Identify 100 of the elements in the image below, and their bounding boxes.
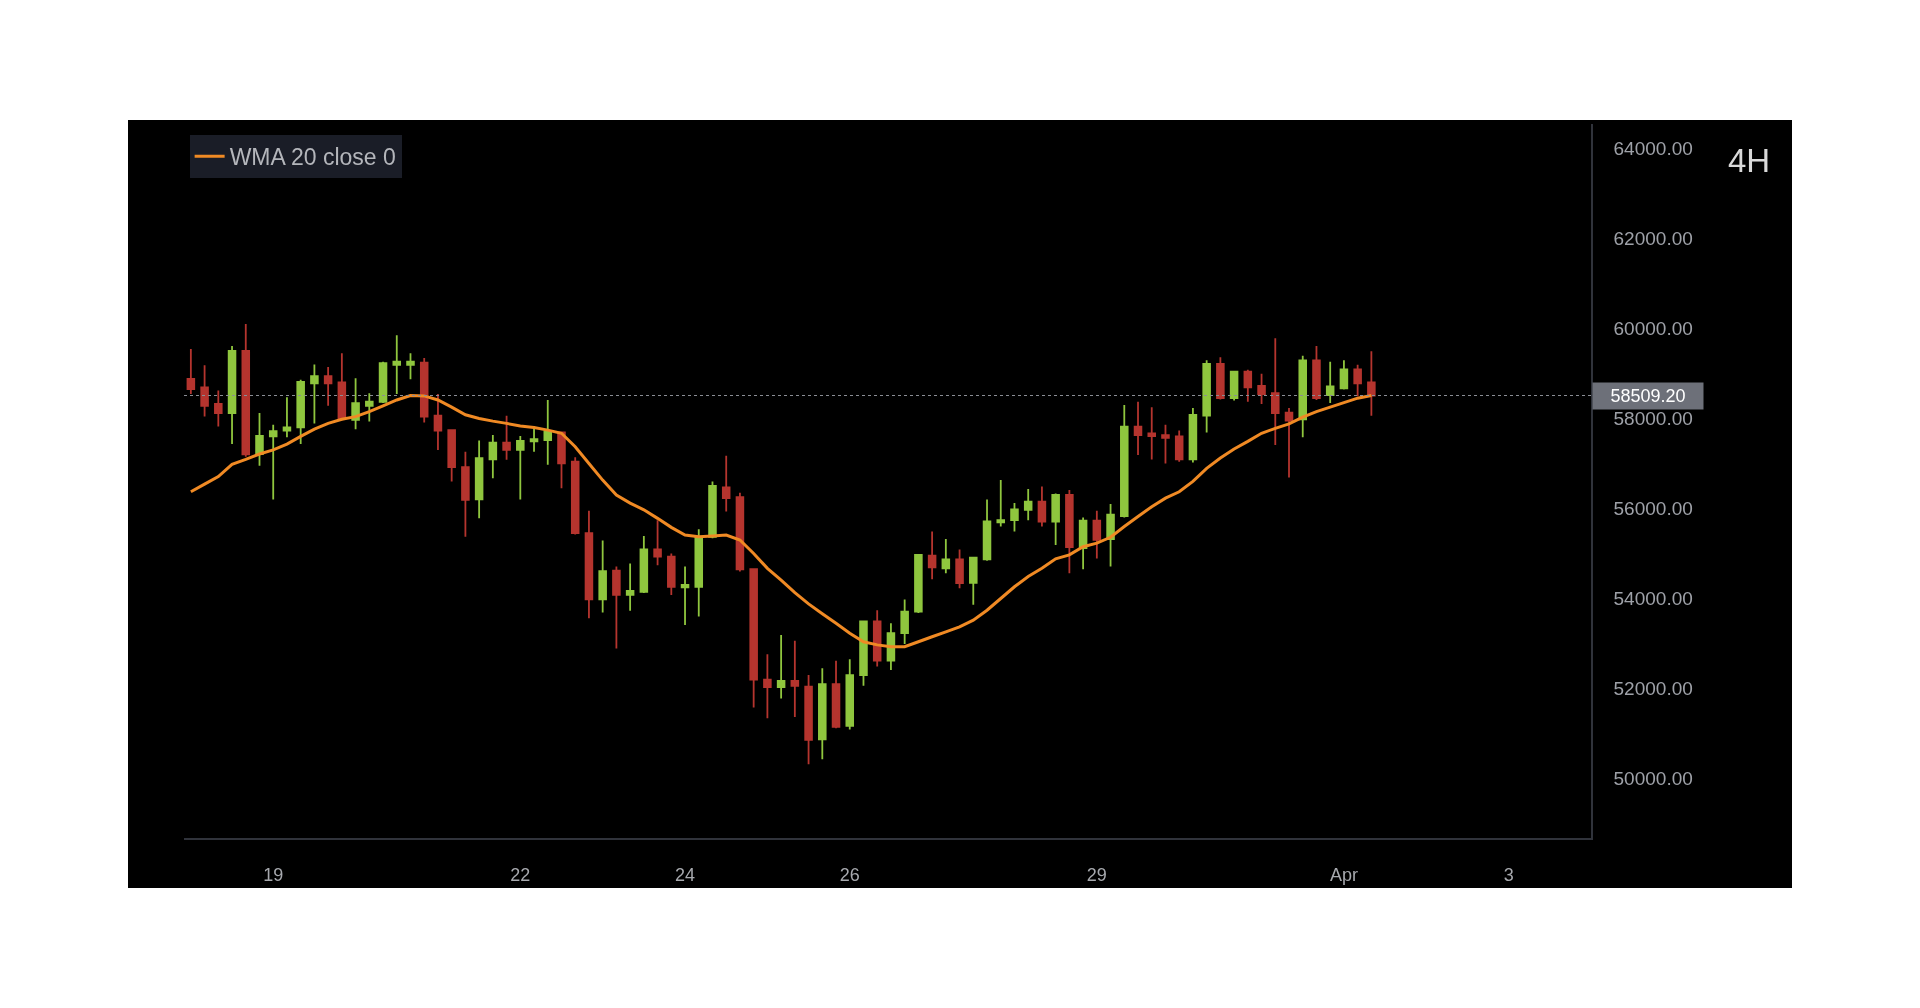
- candlestick: [502, 414, 511, 461]
- candlestick: [1325, 360, 1335, 405]
- candlestick: [1078, 516, 1088, 571]
- y-tick-label: 58000.00: [1613, 408, 1693, 430]
- candlestick: [625, 562, 635, 612]
- candlestick: [1216, 356, 1225, 401]
- candlestick: [982, 498, 992, 562]
- candlestick: [598, 539, 607, 614]
- candlestick: [694, 528, 704, 618]
- x-tick-label: Apr: [1329, 865, 1358, 886]
- x-tick-label: 3: [1503, 865, 1514, 886]
- candlestick: [282, 396, 292, 439]
- candlestick: [969, 555, 978, 606]
- candlestick: [1271, 337, 1280, 446]
- candlestick: [804, 674, 813, 766]
- x-tick-label: 24: [675, 865, 696, 886]
- candlestick: [1051, 492, 1060, 546]
- candlestick: [927, 530, 937, 581]
- x-tick-label: 22: [510, 865, 531, 886]
- candlestick: [1312, 345, 1321, 401]
- candlestick: [323, 366, 333, 407]
- y-tick-label: 50000.00: [1613, 768, 1693, 790]
- candlestick: [268, 423, 278, 501]
- candlestick: [955, 548, 964, 590]
- candlestick: [584, 509, 594, 620]
- x-tick-label: 29: [1086, 865, 1107, 886]
- legend-label: WMA 20 close 0: [229, 144, 396, 171]
- y-tick-label: 52000.00: [1613, 678, 1693, 700]
- text: 4H: [1728, 142, 1771, 179]
- candlestick: [612, 565, 621, 650]
- candlestick: [1037, 485, 1047, 528]
- candlestick: [996, 479, 1006, 528]
- candlestick: [1188, 407, 1198, 464]
- candlestick: [296, 378, 305, 445]
- candlestick: [749, 567, 758, 709]
- candlestick: [365, 392, 374, 423]
- candlestick: [310, 363, 319, 425]
- candlestick: [516, 435, 525, 501]
- candlestick: [392, 334, 402, 396]
- x-tick-label: 26: [839, 865, 860, 886]
- candlestick: [872, 609, 882, 668]
- candlestick: [227, 345, 237, 445]
- candlestick: [763, 653, 772, 720]
- candlestick: [255, 412, 264, 467]
- candlestick: [543, 399, 553, 466]
- candlestick: [1161, 423, 1170, 465]
- x-tick-label: 19: [263, 865, 284, 886]
- candlestick: [1174, 429, 1184, 463]
- candlestick: [914, 553, 923, 614]
- candlestick: [186, 348, 196, 396]
- candlestick: [1367, 350, 1376, 417]
- candlestick: [570, 456, 580, 536]
- candlestick: [859, 619, 868, 687]
- candlestick: [474, 439, 484, 520]
- candlestick: [639, 535, 649, 594]
- candlestick: [1202, 359, 1211, 434]
- candlestick: [1243, 368, 1253, 403]
- candlestick: [708, 480, 717, 540]
- candlestick: [419, 357, 429, 424]
- y-tick-label: 54000.00: [1613, 588, 1693, 610]
- line-series: [189, 393, 1373, 649]
- candlestick: [1298, 354, 1307, 439]
- candlestick: [941, 538, 951, 575]
- y-tick-label: 60000.00: [1613, 318, 1693, 340]
- candlestick: [1092, 509, 1102, 560]
- candlestick: [1229, 369, 1239, 402]
- candlestick: [200, 364, 209, 418]
- candlestick: [1065, 489, 1074, 575]
- y-tick-label: 64000.00: [1613, 137, 1693, 159]
- candlestick: [1023, 488, 1033, 522]
- candlestick: [900, 598, 909, 645]
- ref-line-label: 58509.20: [1610, 386, 1686, 406]
- candlestick: [1339, 359, 1349, 391]
- y-tick-label: 62000.00: [1613, 228, 1693, 249]
- candlestick: [488, 434, 498, 480]
- candlestick: [653, 519, 662, 567]
- candlestick: [1133, 400, 1143, 456]
- candlestick: [886, 622, 896, 671]
- candlestick: [378, 360, 388, 405]
- candlestick: [1257, 372, 1266, 405]
- candlestick: [1010, 502, 1019, 533]
- candlestick: [406, 352, 415, 381]
- candlestick: [721, 454, 731, 513]
- candlestick: [557, 430, 566, 490]
- candlestick: [214, 389, 223, 428]
- candlestick: [831, 659, 841, 730]
- candlestick: [1147, 406, 1156, 461]
- candlestick: [845, 658, 855, 731]
- candlestick: [241, 322, 251, 458]
- candlestick: [818, 667, 827, 761]
- candlestick: [1120, 404, 1129, 519]
- candlestick: [337, 352, 347, 422]
- y-tick-label: 56000.00: [1613, 498, 1693, 520]
- candlestick: [1106, 503, 1115, 568]
- candlestick: [776, 634, 786, 700]
- candlestick: [1353, 363, 1362, 398]
- candlestick: [1284, 407, 1294, 479]
- candlestick: [461, 450, 470, 538]
- candlestick: [680, 565, 690, 626]
- candlestick: [667, 552, 676, 596]
